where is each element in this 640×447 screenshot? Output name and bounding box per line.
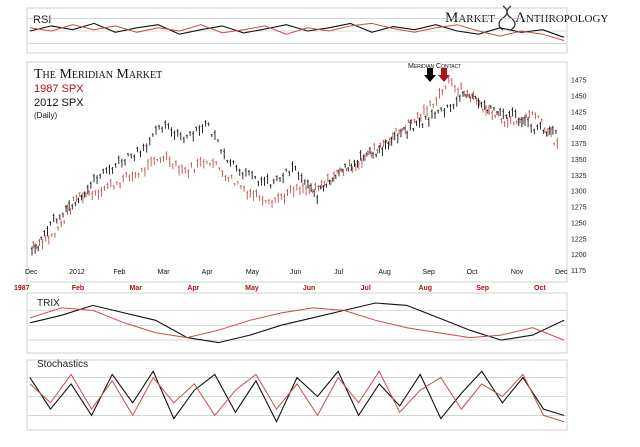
x-tick-label-1987: Apr <box>187 285 199 292</box>
x-tick-label-1987: Feb <box>72 285 84 292</box>
meridian-annotation: Meridian Contact <box>408 63 461 70</box>
stochastics-label: Stochastics <box>37 359 88 370</box>
brand-left: Market <box>445 10 495 26</box>
y-tick-label: 1175 <box>571 268 586 275</box>
series-line-2012 <box>29 22 565 38</box>
y-tick-label: 1425 <box>571 109 587 116</box>
legend-2012: 2012 SPX <box>34 97 84 109</box>
x-tick-label-2012: Aug <box>378 269 391 276</box>
y-tick-label: 1475 <box>571 78 587 85</box>
x-tick-label-2012: Sep <box>423 269 436 276</box>
x-tick-label-2012: 2012 <box>69 269 85 276</box>
x-tick-label-2012: Oct <box>467 269 478 276</box>
trix-panel <box>26 292 568 354</box>
y-tick-label: 1350 <box>571 157 587 164</box>
series-line-1987 <box>29 307 565 341</box>
arrow-red <box>438 68 450 82</box>
x-tick-label-2012: Mar <box>158 269 171 276</box>
x-tick-label-1987: 1987 <box>14 285 30 292</box>
y-tick-label: 1300 <box>571 189 587 196</box>
price-series <box>30 75 558 256</box>
trix-label: TRIX <box>37 298 60 309</box>
x-tick-label-2012: Apr <box>202 269 214 276</box>
y-tick-label: 1225 <box>571 236 587 243</box>
x-tick-label-2012: Jul <box>334 269 343 276</box>
period-label: (Daily) <box>34 111 57 120</box>
series-line-1987 <box>29 22 565 41</box>
series-line-2012 <box>29 370 565 423</box>
dna-helix-icon <box>498 5 516 31</box>
y-tick-label: 1400 <box>571 125 587 132</box>
y-tick-label: 1275 <box>571 205 587 212</box>
y-tick-label: 1450 <box>571 93 587 100</box>
x-tick-label-1987: Jun <box>303 285 315 292</box>
x-tick-label-2012: Nov <box>511 269 524 276</box>
stochastics-panel <box>26 359 568 431</box>
x-tick-label-2012: Dec <box>555 269 568 276</box>
price-panel <box>26 61 568 283</box>
x-tick-label-1987: Aug <box>418 285 432 292</box>
x-tick-label-2012: Dec <box>25 269 38 276</box>
x-axis-2012: Dec 2012 Feb Mar Apr May Jun Jul Aug Sep Oct Nov Dec <box>25 269 568 276</box>
rsi-label: RSI <box>33 14 51 26</box>
x-tick-label-1987: Mar <box>130 285 143 292</box>
x-tick-label-1987: Jul <box>361 285 371 292</box>
stochastics-series <box>28 370 566 423</box>
arrow-black <box>424 68 436 82</box>
x-tick-label-1987: May <box>245 285 259 292</box>
y-tick-label: 1325 <box>571 173 587 180</box>
series-line-2012 <box>29 302 565 344</box>
chart-title: The Meridian Market <box>34 67 162 82</box>
rsi-series <box>28 18 566 44</box>
y-tick-label: 1200 <box>571 252 587 259</box>
x-tick-label-2012: Jun <box>290 269 301 276</box>
y-axis: 1175 1200 1225 1250 1275 1300 1325 1350 1375 1400… <box>571 78 587 275</box>
x-axis-1987: 1987 Feb Mar Apr May Jun Jul Aug Sep Oct <box>14 285 546 292</box>
x-tick-label-2012: Feb <box>113 269 125 276</box>
y-tick-label: 1375 <box>571 141 587 148</box>
brand-right: Anthropology <box>515 10 608 26</box>
legend-1987: 1987 SPX <box>34 83 84 95</box>
trix-series <box>28 302 566 344</box>
rsi-panel <box>26 7 568 54</box>
x-tick-label-2012: May <box>246 269 260 276</box>
series-line-1987 <box>29 370 565 423</box>
x-tick-label-1987: Oct <box>534 285 546 292</box>
x-tick-label-1987: Sep <box>476 285 489 292</box>
y-tick-label: 1250 <box>571 220 587 227</box>
